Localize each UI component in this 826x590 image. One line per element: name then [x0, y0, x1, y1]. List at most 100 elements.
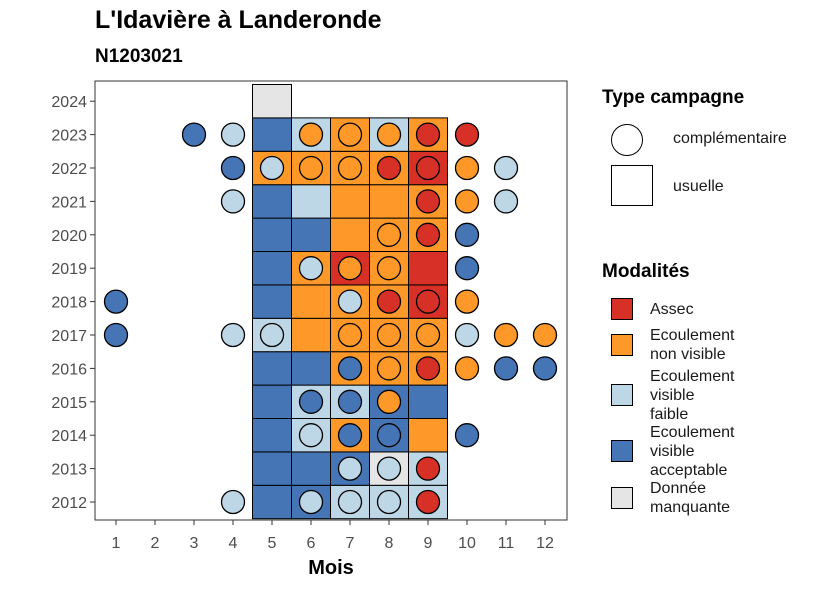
- y-tick-label-2021: 2021: [51, 194, 87, 211]
- complementaire-point-2018-10: [454, 289, 480, 314]
- chart-subtitle: N1203021: [95, 46, 183, 67]
- y-tick-label-2022: 2022: [51, 161, 87, 178]
- x-tick-label-6: 6: [307, 535, 316, 552]
- usuelle-cell-2014-9: [408, 418, 448, 453]
- complementaire-point-2019-8: [376, 256, 402, 281]
- usuelle-cell-2018-5: [252, 284, 292, 319]
- complementaire-point-2022-10: [454, 155, 480, 181]
- complementaire-point-2022-11: [493, 155, 519, 181]
- y-tick-label-2019: 2019: [51, 261, 87, 278]
- legend-square-key: [611, 165, 653, 206]
- legend-label-ecoulement-non-visible: Ecoulement: [650, 327, 735, 344]
- complementaire-point-2015-7: [337, 389, 363, 414]
- complementaire-point-2020-8: [376, 222, 402, 247]
- x-axis-label: Mois: [308, 557, 354, 579]
- complementaire-point-2023-8: [376, 122, 402, 147]
- y-tick-label-2014: 2014: [51, 428, 87, 445]
- usuelle-cell-2019-9: [408, 251, 448, 286]
- y-tick-label-2017: 2017: [51, 328, 87, 345]
- x-tick-label-5: 5: [268, 535, 277, 552]
- complementaire-point-2012-4: [220, 489, 246, 515]
- complementaire-point-2014-10: [454, 423, 480, 448]
- complementaire-point-2014-6: [298, 423, 324, 448]
- complementaire-point-2021-10: [454, 189, 480, 214]
- legend-type-title: Type campagne: [602, 87, 745, 108]
- x-tick-label-7: 7: [346, 535, 355, 552]
- usuelle-cell-2023-5: [252, 117, 292, 152]
- complementaire-point-2015-8: [376, 389, 402, 414]
- usuelle-cell-2021-8: [369, 184, 409, 219]
- complementaire-point-2016-9: [415, 356, 441, 381]
- complementaire-point-2020-9: [415, 222, 441, 247]
- complementaire-point-2017-11: [493, 322, 519, 348]
- legend-label-usuelle: usuelle: [673, 178, 724, 195]
- y-tick-label-2023: 2023: [51, 128, 87, 145]
- legend-modalites-title: Modalités: [602, 261, 690, 282]
- complementaire-point-2017-10: [454, 322, 480, 348]
- x-tick-label-4: 4: [229, 535, 238, 552]
- complementaire-point-2022-7: [337, 155, 363, 181]
- y-tick-label-2016: 2016: [51, 361, 87, 378]
- usuelle-cell-2014-5: [252, 418, 292, 453]
- legend-label-complementaire: complémentaire: [673, 130, 787, 147]
- complementaire-point-2013-9: [415, 456, 441, 481]
- legend-key-assec: [611, 298, 633, 320]
- complementaire-point-2019-6: [298, 256, 324, 281]
- complementaire-point-2013-8: [376, 456, 402, 481]
- usuelle-cell-2012-5: [252, 484, 292, 520]
- legend-label-donnee-manquante: Donnée: [650, 480, 707, 497]
- complementaire-point-2017-8: [376, 322, 402, 348]
- x-tick-label-10: 10: [458, 535, 476, 552]
- usuelle-cell-2018-6: [291, 284, 331, 319]
- complementaire-point-2017-12: [532, 322, 558, 348]
- usuelle-cell-2019-5: [252, 251, 292, 286]
- legend-key-donnee-manquante: [611, 487, 633, 509]
- complementaire-point-2017-4: [220, 322, 246, 348]
- usuelle-cell-2020-7: [330, 217, 370, 253]
- complementaire-point-2013-7: [337, 456, 363, 481]
- complementaire-point-2014-7: [337, 423, 363, 448]
- complementaire-point-2016-8: [376, 356, 402, 381]
- complementaire-point-2023-10: [454, 122, 480, 147]
- complementaire-point-2019-10: [454, 256, 480, 281]
- x-tick-label-9: 9: [424, 535, 433, 552]
- usuelle-cell-2021-6: [291, 184, 331, 219]
- usuelle-cell-2021-7: [330, 184, 370, 219]
- plot-border: [94, 80, 568, 521]
- complementaire-point-2023-9: [415, 122, 441, 147]
- complementaire-point-2015-6: [298, 389, 324, 414]
- legend-label-ecoulement-visible-faible: Ecoulement: [650, 367, 735, 385]
- legend-label-ecoulement-visible-faible: faible: [650, 405, 689, 423]
- complementaire-point-2012-7: [337, 489, 363, 515]
- usuelle-cell-2024-5: [252, 84, 292, 119]
- legend-key-ecoulement-visible-faible: [611, 384, 633, 406]
- complementaire-point-2016-7: [337, 356, 363, 381]
- usuelle-cell-2015-9: [408, 384, 448, 420]
- usuelle-cell-2013-5: [252, 451, 292, 486]
- legend-key-ecoulement-visible-acceptable: [611, 440, 633, 462]
- legend-label-ecoulement-visible-faible: visible: [650, 386, 695, 404]
- y-tick-label-2024: 2024: [51, 94, 87, 111]
- complementaire-point-2016-10: [454, 356, 480, 381]
- complementaire-point-2012-8: [376, 489, 402, 515]
- legend-label-ecoulement-non-visible: non visible: [650, 346, 726, 363]
- complementaire-point-2023-4: [220, 122, 246, 147]
- complementaire-point-2017-9: [415, 322, 441, 348]
- usuelle-cell-2020-6: [291, 217, 331, 253]
- complementaire-point-2016-11: [493, 356, 519, 381]
- chart-title: L'Idavière à Landeronde: [95, 6, 382, 34]
- y-tick-label-2013: 2013: [51, 462, 87, 479]
- complementaire-point-2014-8: [376, 423, 402, 448]
- x-tick-label-12: 12: [536, 535, 554, 552]
- legend-label-ecoulement-visible-acceptable: Ecoulement: [650, 423, 735, 441]
- y-tick-label-2018: 2018: [51, 295, 87, 312]
- y-tick-label-2020: 2020: [51, 228, 87, 245]
- y-tick-label-2012: 2012: [51, 495, 87, 512]
- legend-key-ecoulement-non-visible: [611, 334, 633, 356]
- complementaire-point-2018-7: [337, 289, 363, 314]
- x-tick-label-3: 3: [190, 535, 199, 552]
- complementaire-point-2021-11: [493, 189, 519, 214]
- legend-label-ecoulement-visible-acceptable: visible: [650, 442, 695, 460]
- complementaire-point-2023-6: [298, 122, 324, 147]
- y-tick-label-2015: 2015: [51, 395, 87, 412]
